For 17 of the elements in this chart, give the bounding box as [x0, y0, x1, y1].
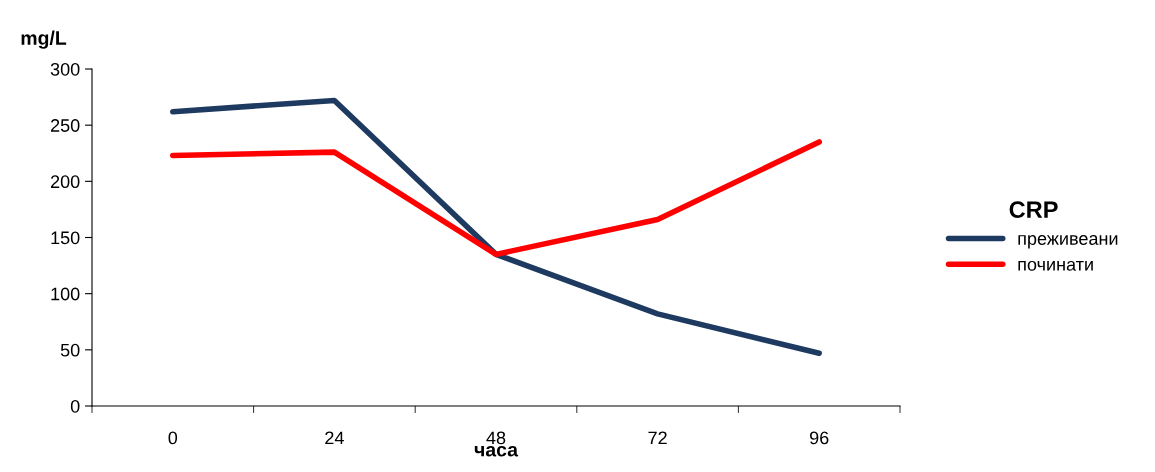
y-tick-label: 150 — [51, 231, 80, 245]
x-tick-label: 24 — [325, 431, 344, 445]
legend-title: CRP — [1009, 201, 1058, 218]
legend-label: преживеани — [1018, 235, 1118, 249]
y-tick-label: 50 — [60, 343, 80, 357]
x-tick-label: 48 — [486, 431, 506, 445]
y-tick-label: 100 — [51, 287, 80, 301]
y-tick-label: 300 — [50, 62, 80, 76]
y-tick-label: 0 — [70, 399, 80, 413]
x-tick-label: 72 — [648, 431, 667, 445]
x-axis-title: часа — [474, 445, 519, 457]
y-axis-title: mg/L — [21, 30, 67, 49]
x-tick-label: 96 — [810, 431, 829, 445]
y-tick-label: 250 — [50, 119, 80, 132]
x-tick-label: 0 — [168, 431, 178, 445]
y-tick-label: 200 — [50, 175, 80, 189]
legend-label: починати — [1018, 260, 1093, 271]
